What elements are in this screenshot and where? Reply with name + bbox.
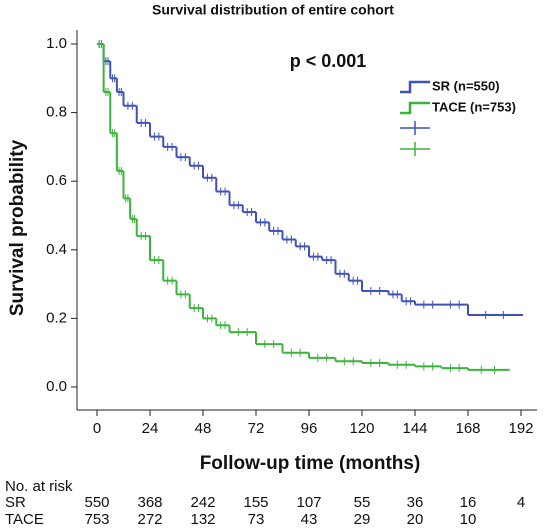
risk-count: 272 [137, 511, 162, 528]
risk-count: 132 [190, 511, 215, 528]
risk-count: 107 [296, 494, 321, 511]
legend-symbol [400, 80, 430, 94]
chart-title: Survival distribution of entire cohort [152, 2, 394, 18]
legend-label: SR (n=550) [432, 78, 500, 93]
y-tick-label: 1.0 [46, 35, 67, 52]
y-tick-label: 0.2 [46, 309, 67, 326]
legend-label: TACE (n=753) [432, 99, 516, 114]
risk-count: 73 [248, 511, 265, 528]
y-tick-label: 0.0 [46, 378, 67, 395]
x-tick-label: 120 [349, 420, 374, 437]
risk-count: 4 [517, 494, 525, 511]
risk-count: 43 [301, 511, 318, 528]
x-tick-label: 48 [195, 420, 212, 437]
legend-symbol [400, 101, 430, 115]
y-tick-label: 0.6 [46, 172, 67, 189]
risk-count: 753 [84, 511, 109, 528]
x-tick-label: 192 [508, 420, 533, 437]
risk-count: 16 [460, 494, 477, 511]
legend-censor-markers [400, 121, 430, 156]
y-tick-label: 0.4 [46, 241, 67, 258]
x-tick-label: 24 [142, 420, 159, 437]
risk-count: 155 [243, 494, 268, 511]
risk-count: 10 [460, 511, 477, 528]
x-tick-label: 0 [93, 420, 101, 437]
risk-count: 550 [84, 494, 109, 511]
risk-count: 368 [137, 494, 162, 511]
x-tick-label: 96 [301, 420, 318, 437]
risk-row-label: TACE [5, 511, 44, 528]
y-tick-label: 0.8 [46, 104, 67, 121]
x-tick-label: 144 [402, 420, 427, 437]
risk-count: 29 [354, 511, 371, 528]
x-tick-label: 72 [248, 420, 265, 437]
risk-count: 36 [407, 494, 424, 511]
annotation: p < 0.001 [290, 51, 367, 71]
x-axis-label: Follow-up time (months) [200, 453, 421, 474]
y-axis-label: Survival probability [7, 139, 28, 316]
risk-row-label: SR [5, 494, 26, 511]
x-tick-label: 168 [455, 420, 480, 437]
risk-table-title: No. at risk [5, 478, 73, 495]
risk-count: 242 [190, 494, 215, 511]
risk-count: 55 [354, 494, 371, 511]
risk-count: 20 [407, 511, 424, 528]
